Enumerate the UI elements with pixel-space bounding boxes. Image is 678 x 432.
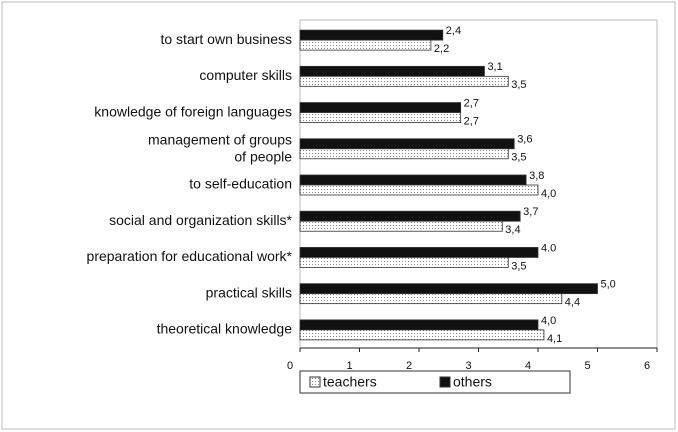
legend-swatch	[309, 376, 321, 388]
bar	[299, 75, 509, 87]
category-label: preparation for educational work*	[87, 248, 293, 264]
bar	[299, 283, 598, 295]
bar	[299, 329, 545, 341]
value-label: 3,7	[523, 206, 538, 218]
category-label: social and organization skills*	[109, 212, 292, 228]
bar	[299, 220, 503, 232]
category-label: practical skills	[206, 284, 292, 300]
value-label: 3,6	[517, 134, 532, 146]
category-label: knowledge of foreign languages	[94, 103, 292, 119]
value-label: 4.0	[541, 242, 556, 254]
category-label: theoretical knowledge	[157, 321, 293, 337]
value-label: 4,0	[541, 315, 556, 327]
x-tick-label: 0	[287, 360, 293, 372]
value-label: 3,5	[511, 260, 526, 272]
legend-label: others	[453, 374, 492, 390]
category-label: to self-education	[189, 176, 292, 192]
legend-label: teachers	[323, 374, 377, 390]
bar	[299, 184, 539, 196]
value-label: 2,7	[464, 115, 479, 127]
value-label: 5,0	[601, 279, 616, 291]
bar	[299, 138, 515, 150]
bar	[299, 102, 462, 113]
value-label: 3,1	[487, 61, 502, 73]
value-label: 2,7	[464, 97, 479, 109]
bar	[299, 174, 527, 186]
bar	[299, 29, 444, 41]
category-label: management of groups of people	[148, 131, 292, 164]
value-label: 4,4	[565, 297, 580, 309]
bar	[299, 210, 521, 222]
legend-swatch	[439, 376, 451, 388]
value-label: 2,2	[434, 43, 449, 55]
x-tick-label: 1	[346, 360, 352, 372]
value-label: 3,5	[511, 152, 526, 164]
category-label: to start own business	[160, 31, 292, 47]
value-label: 3,8	[529, 170, 544, 182]
x-tick-label: 5	[584, 360, 590, 372]
value-label: 4,0	[541, 188, 556, 200]
value-label: 3,4	[505, 224, 520, 236]
value-label: 2,4	[446, 25, 461, 37]
bar	[299, 257, 509, 268]
legend-box	[299, 370, 571, 394]
x-tick-label: 6	[644, 360, 650, 372]
bar	[299, 293, 563, 305]
x-tick-label: 4	[525, 360, 531, 372]
bar	[299, 319, 539, 331]
bar	[299, 112, 462, 123]
bar	[299, 247, 539, 258]
bar	[299, 65, 485, 77]
category-label: computer skills	[199, 67, 292, 83]
x-tick-label: 2	[406, 360, 412, 372]
bar	[299, 148, 509, 160]
value-label: 4,1	[547, 333, 562, 345]
value-label: 3,5	[511, 79, 526, 91]
bar	[299, 39, 432, 51]
x-tick-label: 3	[465, 360, 471, 372]
